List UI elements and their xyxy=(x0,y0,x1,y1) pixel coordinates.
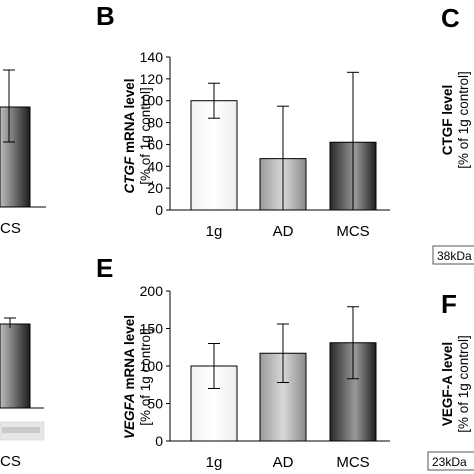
chart-e-ytick-label: 100 xyxy=(140,358,164,374)
chart-b-ylabel: CTGF mRNA level xyxy=(122,78,137,193)
chart-b-ytick-label: 140 xyxy=(140,49,164,65)
chart-e-ylabel-rest: mRNA level xyxy=(122,315,137,393)
chart-e-category-label: MCS xyxy=(336,454,369,471)
f-blot-label: 23kDa xyxy=(432,455,467,469)
f-ylabel-line2: [% of 1g control] xyxy=(456,335,471,433)
chart-b-ytick-label: 60 xyxy=(147,136,163,152)
panel-letter-f: F xyxy=(441,289,457,319)
left-bottom-category: CS xyxy=(0,453,21,470)
chart-e-ylabel-line2: [% of 1g control] xyxy=(138,328,153,426)
chart-b-ytick-label: 100 xyxy=(140,93,164,109)
c-ylabel-line1: CTGF level xyxy=(440,85,455,156)
c-blot-box xyxy=(432,245,474,265)
panel-letter-c: C xyxy=(441,3,460,33)
f-blot-box xyxy=(427,451,474,471)
left-top-category: CS xyxy=(0,220,21,237)
chart-e-ytick-label: 150 xyxy=(140,321,164,337)
chart-b-bar xyxy=(190,100,238,211)
right-partial-c: CTGF level [% of 1g control] 38kDa xyxy=(432,71,474,265)
chart-e-ylabel-gene: VEGFA xyxy=(122,393,137,439)
f-ylabel-line1: VEGF-A level xyxy=(440,342,455,426)
chart-b-category-label: MCS xyxy=(336,223,369,240)
left-partial-top: CS xyxy=(0,69,46,237)
chart-e-ytick-label: 200 xyxy=(140,283,164,299)
chart-b-ytick-label: 80 xyxy=(147,115,163,131)
chart-e-ytick-label: 0 xyxy=(155,433,163,449)
chart-e-ylabel: VEGFA mRNA level xyxy=(122,315,137,439)
chart-b-ytick-label: 20 xyxy=(147,180,163,196)
chart-e-category-label: 1g xyxy=(206,454,223,471)
chart-e-ytick-label: 50 xyxy=(147,396,163,412)
chart-b-ylabel-rest: mRNA level xyxy=(122,78,137,156)
chart-e-category-label: AD xyxy=(273,454,294,471)
panel-letter-b: B xyxy=(96,1,115,31)
left-partial-bottom: CS xyxy=(0,317,45,470)
chart-b-ytick-label: 40 xyxy=(147,158,163,174)
chart-b-ylabel-line2: [% of 1g control] xyxy=(138,87,153,185)
c-blot-label: 38kDa xyxy=(437,249,472,263)
left-bottom-bar xyxy=(0,323,31,409)
chart-b-ytick-label: 120 xyxy=(140,71,164,87)
chart-b-category-label: 1g xyxy=(206,223,223,240)
left-bottom-blot-band xyxy=(2,427,40,433)
chart-e-bar xyxy=(190,365,238,442)
panel-letter-e: E xyxy=(96,253,113,283)
chart-b-ylabel-gene: CTGF xyxy=(122,156,137,193)
chart-b-category-label: AD xyxy=(273,223,294,240)
chart-e: VEGFA mRNA level [% of 1g control] 0 50 10… xyxy=(122,283,390,471)
chart-b-ytick-label: 0 xyxy=(155,202,163,218)
c-ylabel-line2: [% of 1g control] xyxy=(456,71,471,169)
right-partial-f: VEGF-A level [% of 1g control] 23kDa xyxy=(427,335,474,471)
left-top-bar xyxy=(0,106,31,208)
chart-b: CTGF mRNA level [% of 1g control] 0 20 40 6… xyxy=(122,49,390,240)
